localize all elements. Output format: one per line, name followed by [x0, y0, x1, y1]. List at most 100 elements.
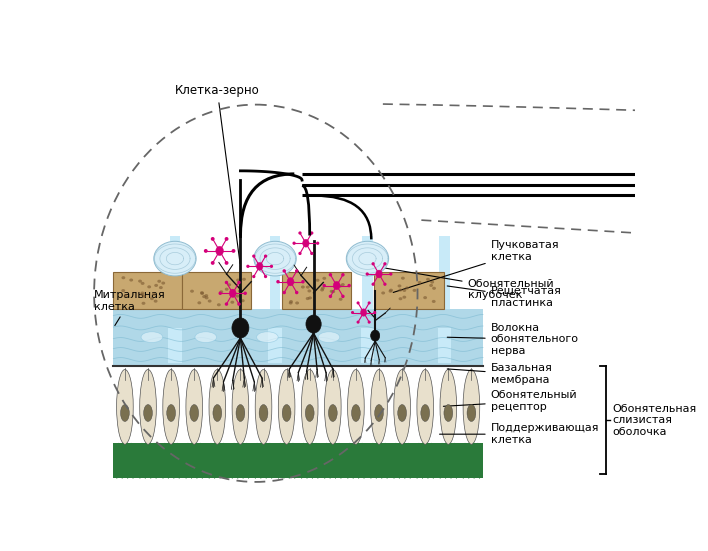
- Ellipse shape: [310, 252, 314, 255]
- Ellipse shape: [205, 296, 209, 299]
- Ellipse shape: [389, 289, 393, 291]
- Ellipse shape: [444, 404, 452, 422]
- Ellipse shape: [426, 278, 430, 281]
- Ellipse shape: [236, 278, 240, 282]
- Ellipse shape: [367, 321, 371, 323]
- Ellipse shape: [318, 332, 340, 343]
- Ellipse shape: [394, 370, 411, 444]
- Text: Решетчатая
пластинка: Решетчатая пластинка: [447, 286, 561, 308]
- Ellipse shape: [417, 370, 433, 444]
- Ellipse shape: [238, 289, 241, 293]
- Ellipse shape: [402, 289, 406, 292]
- Ellipse shape: [154, 300, 158, 302]
- Ellipse shape: [371, 330, 379, 341]
- Ellipse shape: [418, 281, 421, 284]
- Ellipse shape: [320, 288, 324, 291]
- Ellipse shape: [204, 249, 207, 253]
- Ellipse shape: [295, 269, 299, 273]
- FancyBboxPatch shape: [282, 272, 351, 310]
- Ellipse shape: [289, 300, 293, 303]
- Ellipse shape: [357, 301, 360, 305]
- Ellipse shape: [316, 241, 319, 245]
- Ellipse shape: [338, 284, 342, 288]
- Ellipse shape: [306, 285, 309, 289]
- Ellipse shape: [142, 302, 145, 305]
- Ellipse shape: [467, 404, 476, 422]
- Ellipse shape: [256, 332, 278, 343]
- Ellipse shape: [213, 404, 222, 422]
- Ellipse shape: [157, 280, 161, 283]
- Ellipse shape: [371, 370, 387, 444]
- Ellipse shape: [282, 404, 291, 422]
- Ellipse shape: [322, 277, 326, 280]
- Bar: [268, 328, 282, 363]
- Ellipse shape: [207, 300, 212, 302]
- Ellipse shape: [307, 289, 312, 293]
- FancyBboxPatch shape: [375, 272, 444, 310]
- Ellipse shape: [264, 275, 267, 278]
- Ellipse shape: [331, 290, 335, 293]
- Ellipse shape: [237, 281, 241, 284]
- Ellipse shape: [432, 300, 435, 303]
- Ellipse shape: [398, 284, 401, 288]
- Ellipse shape: [139, 370, 156, 444]
- Ellipse shape: [186, 370, 202, 444]
- Ellipse shape: [383, 283, 387, 286]
- Ellipse shape: [381, 291, 385, 295]
- Ellipse shape: [141, 332, 163, 343]
- Bar: [362, 235, 373, 309]
- Ellipse shape: [163, 370, 179, 444]
- Ellipse shape: [252, 275, 256, 278]
- Ellipse shape: [224, 261, 229, 265]
- Ellipse shape: [372, 283, 375, 286]
- Bar: [168, 328, 182, 363]
- Ellipse shape: [348, 370, 364, 444]
- Bar: [113, 309, 483, 366]
- Ellipse shape: [241, 299, 245, 302]
- Ellipse shape: [298, 231, 302, 235]
- Ellipse shape: [316, 279, 319, 282]
- Ellipse shape: [270, 264, 273, 268]
- Ellipse shape: [138, 279, 142, 283]
- Ellipse shape: [329, 295, 332, 298]
- Ellipse shape: [120, 404, 130, 422]
- Ellipse shape: [301, 285, 304, 289]
- Ellipse shape: [329, 404, 337, 422]
- Ellipse shape: [341, 273, 345, 277]
- Ellipse shape: [351, 311, 354, 314]
- Ellipse shape: [389, 272, 392, 276]
- Ellipse shape: [224, 281, 228, 284]
- Ellipse shape: [256, 262, 263, 270]
- Ellipse shape: [259, 404, 268, 422]
- Ellipse shape: [306, 315, 321, 333]
- Ellipse shape: [195, 332, 217, 343]
- Ellipse shape: [229, 289, 236, 298]
- Ellipse shape: [292, 241, 296, 245]
- Ellipse shape: [330, 290, 333, 293]
- Ellipse shape: [321, 287, 325, 290]
- Ellipse shape: [295, 301, 299, 305]
- Ellipse shape: [421, 404, 430, 422]
- Ellipse shape: [360, 309, 367, 316]
- Ellipse shape: [399, 289, 402, 291]
- Ellipse shape: [282, 269, 286, 273]
- Ellipse shape: [236, 295, 239, 298]
- Ellipse shape: [282, 291, 286, 294]
- Text: Обонятельный
клубочек: Обонятельный клубочек: [355, 263, 554, 300]
- Ellipse shape: [244, 291, 247, 295]
- Ellipse shape: [338, 298, 343, 301]
- Ellipse shape: [287, 278, 294, 286]
- Ellipse shape: [413, 289, 416, 292]
- Ellipse shape: [324, 370, 341, 444]
- Ellipse shape: [375, 404, 384, 422]
- Ellipse shape: [246, 264, 249, 268]
- Ellipse shape: [333, 282, 340, 290]
- Ellipse shape: [230, 301, 234, 304]
- Ellipse shape: [430, 280, 434, 284]
- Ellipse shape: [117, 370, 133, 444]
- Ellipse shape: [209, 370, 226, 444]
- Ellipse shape: [121, 289, 125, 292]
- Ellipse shape: [200, 292, 204, 295]
- Ellipse shape: [255, 370, 272, 444]
- Text: Обонятельный
рецептор: Обонятельный рецептор: [443, 390, 577, 412]
